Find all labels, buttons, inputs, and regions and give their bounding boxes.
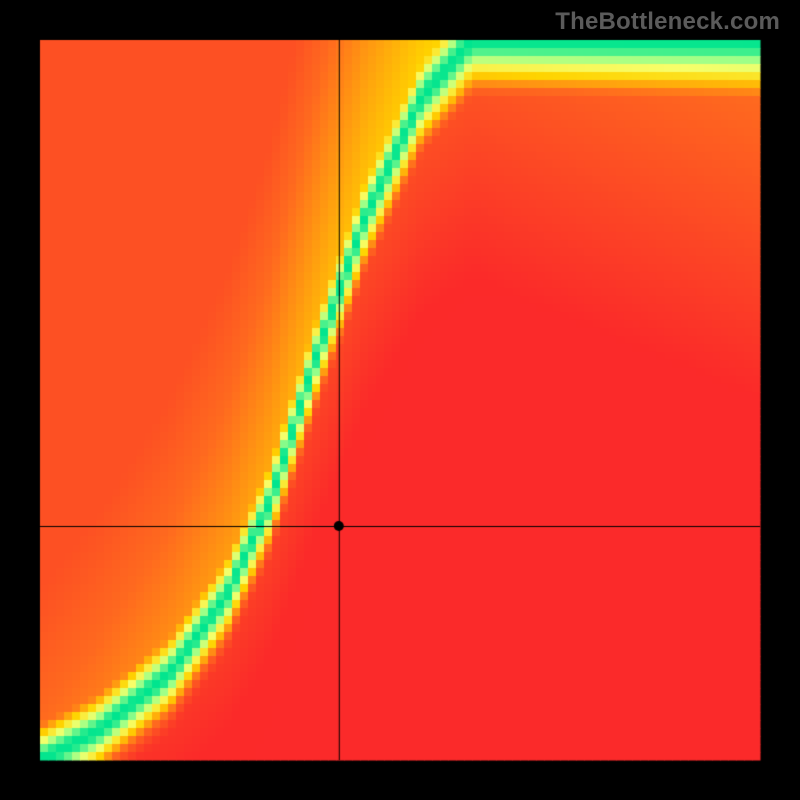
watermark-text: TheBottleneck.com [555, 8, 780, 36]
bottleneck-heatmap [0, 0, 800, 800]
